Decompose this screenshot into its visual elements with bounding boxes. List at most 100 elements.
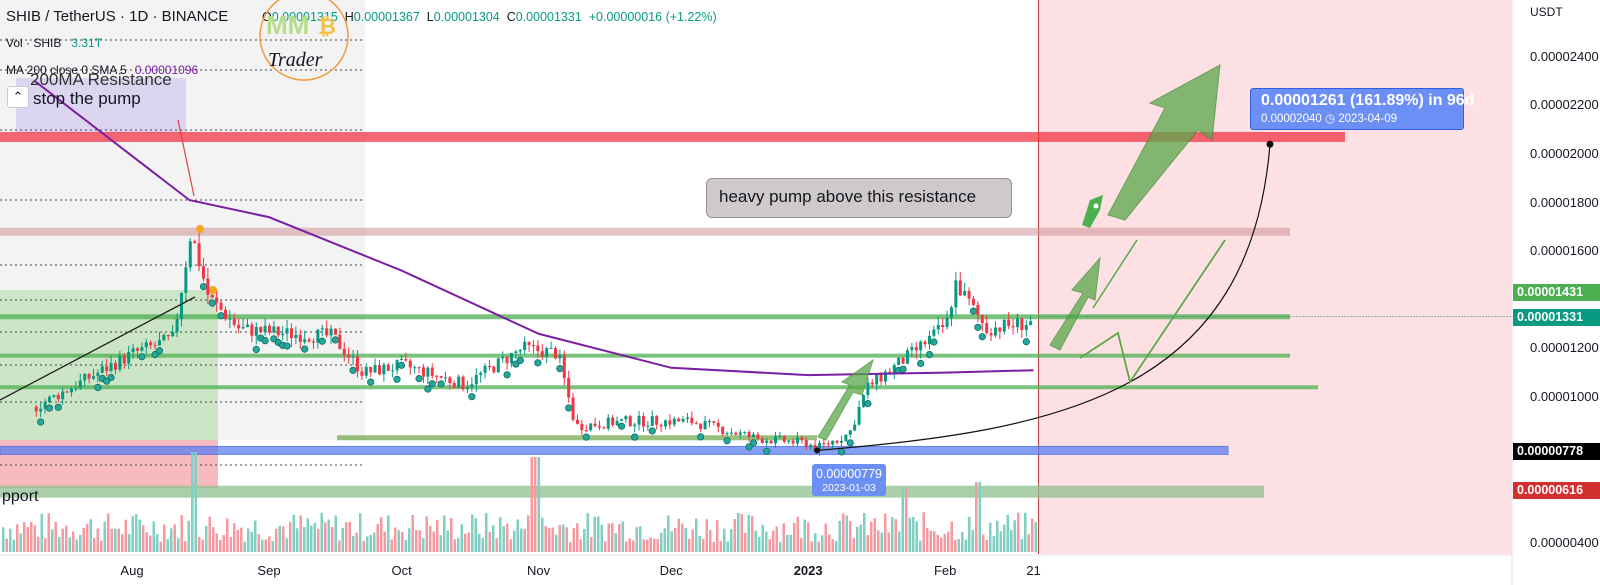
- high-marker: [209, 286, 217, 294]
- candle-body: [523, 341, 527, 350]
- stop-pump-note[interactable]: stop the pump: [33, 89, 141, 108]
- signal-dot: [393, 375, 401, 383]
- candle-body: [338, 334, 342, 349]
- candle-body: [773, 436, 777, 444]
- volume-bar: [803, 519, 806, 552]
- candle-body: [56, 394, 60, 400]
- volume-bar: [464, 533, 467, 552]
- candle-body: [206, 278, 210, 295]
- candle-body: [369, 366, 373, 373]
- candle-body: [580, 423, 584, 431]
- ohlc-readout: O0.00001315 H0.00001367 L0.00001304 C0.0…: [262, 10, 717, 24]
- candle-body: [897, 357, 901, 366]
- volume-bar: [93, 537, 96, 552]
- ma-indicator[interactable]: MA 200 close 0 SMA 5 0.00001096: [6, 63, 198, 77]
- low-price-label[interactable]: 0.00000779 2023-01-03: [812, 464, 886, 496]
- volume-indicator[interactable]: Vol · SHIB 3.31T: [6, 36, 102, 50]
- candle-body: [245, 324, 249, 328]
- candle-body: [303, 339, 307, 343]
- candle-body: [650, 416, 654, 426]
- candle-body: [157, 340, 161, 346]
- volume-bar: [383, 531, 386, 552]
- volume-bar: [163, 524, 166, 552]
- volume-bar: [306, 518, 309, 552]
- candle-body: [188, 241, 192, 268]
- candle-body: [655, 416, 659, 425]
- candle-body: [787, 440, 791, 442]
- candle-body: [905, 350, 909, 364]
- volume-bar: [894, 519, 897, 552]
- candle-body: [118, 355, 122, 370]
- price-tag: 0.00000616: [1513, 482, 1600, 500]
- candle-body: [259, 326, 263, 333]
- signal-dot: [367, 378, 375, 386]
- price-tag: 0.00000778: [1513, 442, 1600, 460]
- candle-body: [914, 347, 918, 351]
- volume-bar: [891, 517, 894, 552]
- candle-body: [461, 376, 465, 390]
- volume-bar: [37, 536, 40, 552]
- volume-bar: [61, 528, 64, 552]
- volume-bar: [656, 538, 659, 552]
- symbol-title[interactable]: SHIB / TetherUS · 1D · BINANCE: [6, 8, 229, 25]
- volume-bar: [72, 531, 75, 552]
- candle-body: [69, 388, 73, 393]
- y-axis-title: USDT: [1530, 5, 1563, 19]
- candle-body: [197, 243, 201, 267]
- volume-bar: [254, 520, 257, 552]
- volume-bar: [478, 533, 481, 552]
- volume-bar: [509, 539, 512, 552]
- candle-body: [971, 298, 975, 305]
- level-zone: [0, 131, 1345, 142]
- volume-bar: [443, 515, 446, 552]
- volume-bar: [121, 534, 124, 552]
- candle-body: [501, 357, 505, 359]
- candle-body: [272, 326, 276, 333]
- volume-bar: [695, 518, 698, 552]
- candle-body: [927, 335, 931, 345]
- volume-bar: [401, 532, 404, 552]
- volume-bar: [1003, 524, 1006, 552]
- signal-dot: [978, 333, 986, 341]
- projection-label[interactable]: 0.00001261 (161.89%) in 96d 0.00002040 ◷…: [1250, 88, 1474, 130]
- candle-body: [496, 358, 500, 373]
- y-tick-label: 0.00000400: [1530, 534, 1599, 550]
- volume-bar: [212, 527, 215, 552]
- volume-bar: [537, 457, 540, 552]
- volume-bar: [257, 533, 260, 552]
- resistance-callout[interactable]: heavy pump above this resistance: [706, 178, 1012, 218]
- volume-bar: [719, 541, 722, 552]
- volume-bar: [240, 527, 243, 552]
- rocket-window: [1093, 203, 1099, 209]
- candle-body: [386, 364, 390, 371]
- volume-bar: [555, 534, 558, 552]
- candle-body: [267, 325, 271, 333]
- candle-body: [487, 366, 491, 368]
- candle-body: [910, 347, 914, 351]
- volume-bar: [744, 532, 747, 552]
- candle-body: [641, 415, 645, 427]
- signal-dot: [424, 385, 432, 393]
- volume-bar: [1017, 512, 1020, 552]
- volume-bar: [324, 522, 327, 552]
- candle-body: [113, 363, 117, 370]
- volume-bar: [929, 530, 932, 552]
- signal-dot: [930, 338, 938, 346]
- volume-bar: [677, 518, 680, 552]
- signal-dot: [468, 393, 476, 401]
- support-note[interactable]: pport: [2, 488, 39, 505]
- resistance-note[interactable]: 200MA Resistance: [30, 70, 172, 89]
- candle-body: [1029, 321, 1033, 326]
- chevron-up-icon[interactable]: ⌃: [7, 86, 29, 108]
- signal-dot: [283, 342, 291, 350]
- candle-body: [364, 366, 368, 376]
- volume-bar: [768, 539, 771, 552]
- candle-body: [637, 415, 641, 425]
- candle-body: [540, 351, 544, 358]
- volume-bar: [859, 524, 862, 552]
- volume-bar: [425, 516, 428, 552]
- volume-bar: [632, 540, 635, 552]
- y-tick-label: 0.00001800: [1530, 194, 1599, 210]
- volume-bar: [397, 529, 400, 552]
